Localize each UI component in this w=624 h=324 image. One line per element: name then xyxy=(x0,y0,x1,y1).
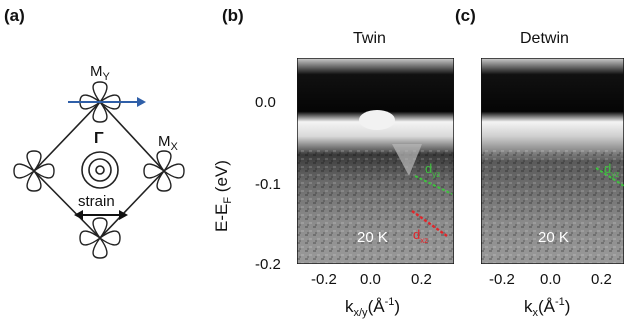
arpes-image-twin xyxy=(297,58,454,264)
panel-label-b: (b) xyxy=(222,6,244,25)
dyz-band-line-c xyxy=(595,167,624,187)
dyz-label-c: dyz xyxy=(604,161,620,179)
strain-label: strain xyxy=(78,193,115,210)
brillouin-zone-diagram xyxy=(13,81,185,259)
x-tick-c-0: -0.2 xyxy=(489,271,515,288)
dxz-label-b: dxz xyxy=(413,227,429,245)
y-axis-label: E-EF (eV) xyxy=(212,160,234,232)
x-tick-b-1: 0.0 xyxy=(360,271,381,288)
dxz-band-line xyxy=(411,210,448,237)
mx-point-label: MX xyxy=(158,133,178,153)
x-tick-c-2: 0.2 xyxy=(591,271,612,288)
y-tick-1: -0.1 xyxy=(255,176,281,193)
gamma-point-label: Γ xyxy=(94,130,104,147)
temperature-label-b: 20 K xyxy=(357,229,388,246)
panel-label-c: (c) xyxy=(455,6,476,25)
dyz-band-line xyxy=(414,175,453,195)
panel-b-title: Twin xyxy=(353,30,386,47)
my-point-label: MY xyxy=(90,63,110,83)
x-tick-b-2: 0.2 xyxy=(411,271,432,288)
arpes-image-detwin xyxy=(481,58,624,264)
x-tick-b-0: -0.2 xyxy=(311,271,337,288)
temperature-label-c: 20 K xyxy=(538,229,569,246)
x-tick-c-1: 0.0 xyxy=(540,271,561,288)
panel-c-title: Detwin xyxy=(520,30,569,47)
cut-arrow-head xyxy=(137,97,146,107)
y-tick-0: 0.0 xyxy=(255,94,276,111)
panel-label-a: (a) xyxy=(4,6,25,25)
fermi-pocket-outer xyxy=(81,151,119,189)
x-axis-label-c: kx(Å-1) xyxy=(524,296,571,319)
dyz-label-b: dyz xyxy=(425,161,441,179)
fermi-pocket-middle xyxy=(88,158,112,182)
fermi-pocket-inner xyxy=(95,165,105,175)
y-tick-2: -0.2 xyxy=(255,256,281,273)
x-axis-label-b: kx/y(Å-1) xyxy=(345,296,401,319)
